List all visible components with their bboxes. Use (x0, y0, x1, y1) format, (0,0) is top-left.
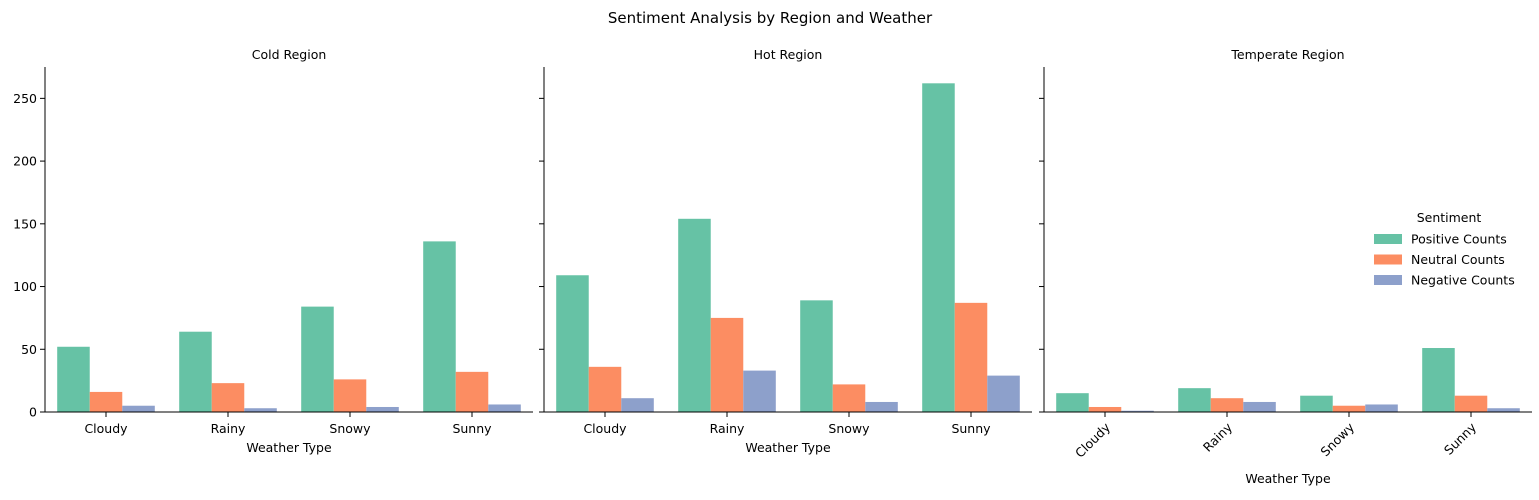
bar (1454, 395, 1488, 412)
x-tick-label: Snowy (1317, 419, 1357, 459)
x-tick-label: Snowy (329, 421, 371, 436)
chart-title: Sentiment Analysis by Region and Weather (608, 9, 933, 27)
y-tick-label: 50 (21, 342, 37, 357)
x-tick-label: Cloudy (1072, 419, 1114, 461)
bar (1332, 405, 1366, 412)
chart-panels: Cold Region 0 50 100 150 200 250 Cloudy Rainy Sno… (13, 47, 1532, 486)
y-tick-label: 100 (13, 279, 37, 294)
x-tick-label: Rainy (1200, 419, 1236, 455)
bar (455, 371, 489, 412)
x-tick-label: Cloudy (84, 421, 128, 436)
bar (710, 317, 744, 412)
bar (488, 404, 521, 412)
bar (1243, 401, 1276, 412)
y-tick-label: 200 (13, 154, 37, 169)
x-tick-label: Sunny (951, 421, 991, 436)
bar (678, 218, 711, 412)
chart-legend: Sentiment Positive Counts Neutral Counts Ne… (1374, 210, 1515, 288)
y-tick-label: 250 (13, 91, 37, 106)
bar (1056, 393, 1089, 412)
legend-label: Negative Counts (1411, 273, 1515, 288)
bar (122, 405, 155, 412)
panel-1: Hot Region Cloudy Rainy Snowy Sunny Weather T… (539, 47, 1032, 455)
bar (987, 375, 1020, 412)
x-tick-label: Sunny (452, 421, 492, 436)
bar (1300, 395, 1333, 412)
bar (743, 370, 776, 412)
bar (1210, 398, 1244, 412)
x-tick-label: Snowy (828, 421, 870, 436)
panel-title: Hot Region (754, 47, 823, 62)
x-tick-label: Rainy (211, 421, 246, 436)
bar (1365, 404, 1398, 412)
bar (800, 300, 833, 412)
panel-title: Cold Region (252, 47, 327, 62)
bar (922, 83, 955, 413)
legend-swatch (1374, 254, 1402, 265)
bar (865, 401, 898, 412)
bar (1422, 348, 1455, 412)
x-tick-label: Cloudy (583, 421, 627, 436)
bar (954, 302, 988, 412)
bar (333, 379, 367, 412)
bar (57, 346, 90, 412)
panel-0: Cold Region 0 50 100 150 200 250 Cloudy Rainy Sno… (13, 47, 533, 455)
bar (179, 331, 212, 412)
legend-swatch (1374, 275, 1402, 285)
bar (1088, 406, 1122, 412)
bar (1487, 408, 1520, 412)
bar (621, 398, 654, 412)
bar (89, 391, 123, 412)
bar (301, 306, 334, 412)
legend-swatch (1374, 234, 1402, 244)
x-tick-label: Rainy (710, 421, 745, 436)
x-tick-label: Sunny (1441, 419, 1480, 458)
bar (556, 275, 589, 412)
y-tick-label: 150 (13, 216, 37, 231)
y-tick-label: 0 (29, 405, 37, 420)
x-axis-label: Weather Type (1245, 471, 1331, 486)
legend-title: Sentiment (1417, 210, 1482, 225)
panel-title: Temperate Region (1230, 47, 1344, 62)
bar (1178, 388, 1211, 412)
bar (244, 408, 277, 412)
bar (1121, 410, 1154, 412)
bar (211, 383, 245, 412)
bar (832, 384, 866, 412)
legend-label: Neutral Counts (1411, 252, 1505, 267)
x-axis-label: Weather Type (246, 440, 332, 455)
bar (588, 366, 622, 412)
legend-label: Positive Counts (1411, 232, 1507, 247)
bar (366, 406, 399, 412)
bar (423, 241, 456, 412)
x-axis-label: Weather Type (745, 440, 831, 455)
